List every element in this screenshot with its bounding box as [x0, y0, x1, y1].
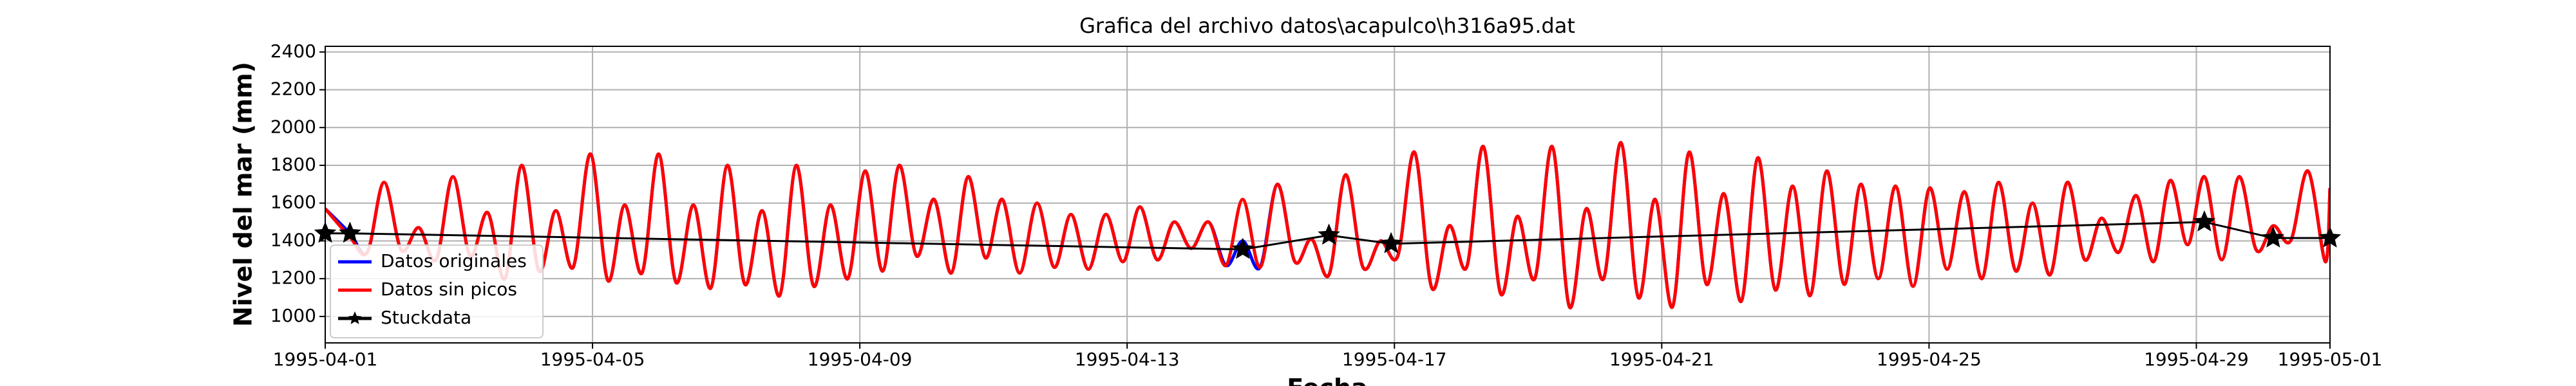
y-tick-label: 1800	[270, 154, 316, 175]
y-tick-label: 1000	[270, 305, 316, 326]
y-tick-label: 1600	[270, 192, 316, 213]
series-marker	[1318, 223, 1340, 245]
x-tick-label: 1995-05-01	[2278, 349, 2383, 370]
x-tick-label: 1995-04-13	[1075, 349, 1180, 370]
chart-title: Grafica del archivo datos\acapulco\h316a…	[1079, 14, 1575, 38]
series-marker	[339, 221, 361, 243]
x-tick-label: 1995-04-21	[1609, 349, 1714, 370]
series-line	[325, 141, 2330, 309]
x-tick-label: 1995-04-17	[1342, 349, 1447, 370]
x-tick-label: 1995-04-05	[540, 349, 645, 370]
series-marker	[1231, 237, 1255, 259]
y-axis-label: Nivel del mar (mm)	[229, 62, 258, 327]
y-tick-label: 2200	[270, 78, 316, 100]
series-marker	[2262, 226, 2285, 248]
legend-box	[330, 244, 544, 338]
x-tick-label: 1995-04-25	[1877, 349, 1982, 370]
x-tick-label: 1995-04-29	[2144, 349, 2249, 370]
plot-frame	[325, 46, 2331, 344]
series-line	[325, 141, 2330, 309]
series-marker	[2193, 210, 2216, 232]
series-marker	[1379, 232, 1403, 253]
legend-label: Datos sin picos	[381, 279, 517, 300]
y-tick-label: 1200	[270, 267, 316, 288]
series-line	[325, 221, 2330, 251]
legend-label: Datos originales	[381, 250, 527, 271]
x-tick-label: 1995-04-09	[808, 349, 913, 370]
legend-label: Stuckdata	[381, 307, 471, 328]
y-tick-label: 2400	[270, 41, 316, 62]
x-axis-label: Fecha	[1287, 374, 1367, 386]
y-tick-label: 2000	[270, 116, 316, 137]
x-tick-label: 1995-04-01	[273, 349, 378, 370]
y-tick-label: 1400	[270, 229, 316, 250]
legend-marker	[348, 311, 362, 324]
